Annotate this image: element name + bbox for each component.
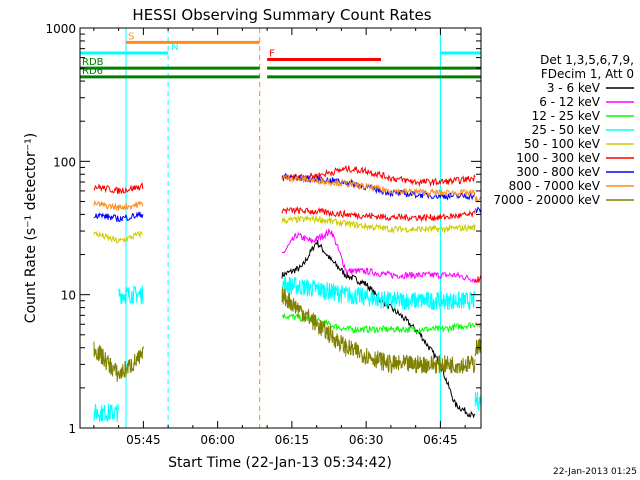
series-line-6-seg-2	[281, 206, 476, 223]
series-line-8-seg-1	[93, 200, 144, 212]
legend: Det 1,3,5,6,7,9, FDecim 1, Att 0 3 - 6 k…	[493, 53, 634, 207]
footer-timestamp: 22-Jan-2013 01:25	[553, 467, 637, 477]
series-line-8-seg-2	[281, 174, 476, 198]
x-tick-label: 06:00	[200, 433, 235, 447]
y-tick-label: 1000	[45, 22, 76, 36]
series-line-2-seg-1	[282, 227, 476, 284]
plot-frame	[79, 27, 482, 429]
y-tick-label: 100	[53, 155, 76, 169]
series-line-4-seg-3	[281, 275, 476, 311]
flag-label-s: S	[128, 31, 134, 42]
x-tick-label: 06:45	[423, 433, 458, 447]
flag-label-rdb: RDB	[82, 57, 104, 68]
series-line-9-seg-2	[281, 286, 476, 374]
y-tick-label: 10	[61, 289, 76, 303]
legend-label-8: 800 - 7000 keV	[509, 179, 601, 193]
x-tick-label: 05:45	[126, 433, 161, 447]
legend-label-7: 300 - 800 keV	[516, 165, 600, 179]
flag-label-rd6: RD6	[82, 66, 103, 77]
y-axis-label: Count Rate (s⁻¹ detector⁻¹)	[23, 133, 39, 323]
series-line-5-seg-1	[93, 230, 144, 245]
x-tick-label: 06:30	[349, 433, 384, 447]
series-line-6-seg-1	[93, 182, 144, 195]
flag-label-n: N	[171, 42, 178, 53]
series-line-9-seg-1	[93, 341, 144, 382]
legend-label-6: 100 - 300 keV	[516, 151, 600, 165]
chart-title: HESSI Observing Summary Count Rates	[132, 6, 431, 24]
series-line-5-seg-2	[281, 214, 476, 235]
flag-label-f: F	[269, 49, 275, 60]
legend-label-1: 3 - 6 keV	[547, 81, 601, 95]
x-tick-label: 06:15	[275, 433, 310, 447]
series-line-4-seg-2	[118, 285, 144, 306]
legend-header-1: Det 1,3,5,6,7,9,	[540, 53, 634, 67]
legend-header-2: FDecim 1, Att 0	[541, 67, 634, 81]
legend-label-3: 12 - 25 keV	[532, 109, 601, 123]
legend-label-9: 7000 - 20000 keV	[493, 193, 600, 207]
series-line-6-seg-4	[281, 165, 476, 188]
x-axis-label: Start Time (22-Jan-13 05:34:42)	[168, 455, 392, 471]
legend-label-4: 25 - 50 keV	[532, 123, 601, 137]
series-line-4-seg-1	[93, 403, 119, 423]
legend-label-2: 6 - 12 keV	[539, 95, 601, 109]
y-tick-label: 1	[68, 422, 76, 436]
series-line-7-seg-1	[93, 211, 144, 223]
axis-ticks: 05:45 06:00 06:15 06:30 06:45 1 10 100 1000	[45, 22, 481, 447]
legend-label-5: 50 - 100 keV	[524, 137, 601, 151]
